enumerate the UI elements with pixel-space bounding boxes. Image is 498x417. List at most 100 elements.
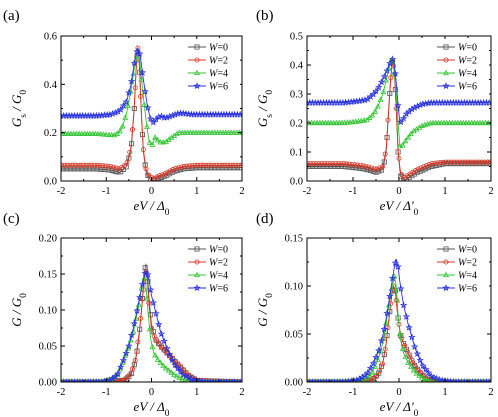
data-point <box>165 112 174 120</box>
data-point <box>86 162 92 168</box>
legend-entry: W=4 <box>209 271 228 282</box>
data-point <box>413 168 419 174</box>
data-point <box>391 259 399 267</box>
data-point <box>67 162 73 168</box>
data-point <box>344 377 353 382</box>
legend-marker <box>193 82 201 90</box>
data-point <box>225 162 231 168</box>
data-point <box>394 101 402 109</box>
data-point <box>130 59 138 67</box>
data-point <box>410 367 417 373</box>
data-point <box>372 87 380 95</box>
data-point <box>471 159 477 165</box>
data-point <box>428 378 433 382</box>
y-tick-label: 0.05 <box>39 342 57 353</box>
data-point <box>485 98 491 106</box>
data-point <box>415 367 421 373</box>
data-point <box>380 325 388 333</box>
data-point <box>437 160 443 166</box>
data-point <box>103 131 110 137</box>
legend-marker <box>194 259 200 265</box>
data-point <box>168 369 175 375</box>
data-point <box>372 108 379 114</box>
y-tick-label: 0.2 <box>290 119 303 130</box>
data-point <box>421 376 428 382</box>
series-line <box>307 259 491 382</box>
x-tick-label: -2 <box>57 387 66 398</box>
data-point <box>379 167 385 173</box>
data-point <box>149 343 156 350</box>
data-point <box>157 330 166 338</box>
data-point <box>154 137 161 143</box>
y-tick-label: 0.05 <box>285 330 303 341</box>
legend-entry: W=0 <box>209 43 228 54</box>
data-point <box>365 167 371 173</box>
data-point <box>114 107 122 115</box>
data-point <box>116 377 122 382</box>
data-point <box>473 159 479 165</box>
data-point <box>168 111 176 119</box>
x-axis-label: eV / Δ'0 <box>380 198 419 218</box>
x-tick-label: -1 <box>349 186 358 197</box>
legend-entry: W=2 <box>458 56 477 67</box>
data-point <box>75 162 81 168</box>
y-tick-label: 0.10 <box>39 306 57 317</box>
data-point <box>184 163 190 169</box>
data-point <box>83 162 89 168</box>
legend-marker <box>443 44 449 50</box>
x-tick-label: 0 <box>396 186 401 197</box>
data-point <box>374 356 381 362</box>
data-point <box>330 161 336 167</box>
data-point <box>165 350 174 358</box>
data-point <box>125 88 133 96</box>
data-point <box>182 372 190 380</box>
x-axis-label: eV / Δ0 <box>134 198 170 218</box>
data-point <box>157 173 163 179</box>
data-point <box>170 166 176 172</box>
data-point <box>138 93 144 99</box>
data-point <box>141 87 149 95</box>
data-point <box>410 360 416 366</box>
data-point <box>433 374 441 382</box>
data-point <box>377 78 386 86</box>
data-point <box>363 163 369 169</box>
y-tick-label: 0.15 <box>39 270 57 281</box>
data-point <box>124 159 130 165</box>
data-point <box>95 130 102 137</box>
data-point <box>362 166 368 172</box>
data-point <box>446 159 452 165</box>
data-point <box>127 372 133 378</box>
data-point <box>413 370 420 376</box>
data-point <box>119 101 128 109</box>
data-point <box>214 162 220 168</box>
data-point <box>402 343 408 349</box>
data-point <box>388 55 397 63</box>
data-point <box>402 353 409 360</box>
data-point <box>124 345 131 351</box>
legend-entry: W=2 <box>209 258 228 269</box>
data-point <box>105 163 111 169</box>
data-point <box>235 162 241 168</box>
data-point <box>146 325 153 332</box>
series-w-2 <box>61 45 242 181</box>
series-w-6 <box>307 55 491 126</box>
legend-entry: W=4 <box>458 69 477 80</box>
data-point <box>134 348 140 354</box>
data-point <box>356 165 362 171</box>
panel-letter: (a) <box>3 8 20 24</box>
series-w-6 <box>307 259 491 382</box>
data-point <box>359 166 365 172</box>
y-tick-label: 0.10 <box>285 282 303 293</box>
data-point <box>62 162 68 168</box>
data-point <box>89 162 95 168</box>
y-tick-label: 0.0 <box>44 177 57 188</box>
data-point <box>146 300 152 306</box>
y-tick-label: 0.00 <box>285 378 303 389</box>
data-point <box>149 141 156 147</box>
data-point <box>385 301 392 308</box>
data-point <box>168 356 176 364</box>
y-axis-label: Gs / G0 <box>9 90 29 128</box>
data-point <box>399 345 406 352</box>
data-point <box>133 315 140 321</box>
data-point <box>136 50 144 58</box>
